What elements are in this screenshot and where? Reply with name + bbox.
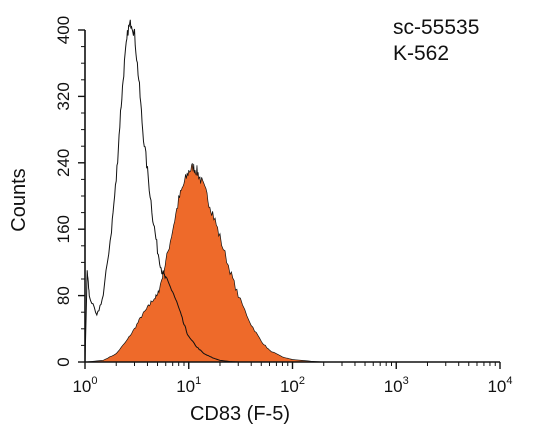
x-tick-label: 104 bbox=[487, 375, 512, 396]
y-axis-title: Counts bbox=[8, 168, 30, 231]
y-tick-label: 400 bbox=[54, 16, 73, 44]
y-tick-label: 80 bbox=[54, 286, 73, 305]
x-tick-label: 103 bbox=[384, 375, 409, 396]
annotation-sample-id: sc-55535 bbox=[393, 16, 479, 39]
y-tick-label: 160 bbox=[54, 215, 73, 243]
ticks-layer: 100 101 102 103 104 0 80 160 240 320 400 bbox=[54, 16, 513, 396]
histogram-outline-series bbox=[84, 19, 239, 363]
series-layer bbox=[84, 19, 324, 363]
y-tick-label: 240 bbox=[54, 149, 73, 177]
x-tick-label: 102 bbox=[280, 375, 305, 396]
x-tick-label: 100 bbox=[72, 375, 97, 396]
histogram-filled-series bbox=[84, 163, 324, 363]
annotation-cell-line: K-562 bbox=[393, 42, 449, 65]
y-tick-label: 320 bbox=[54, 82, 73, 110]
y-tick-label: 0 bbox=[54, 357, 73, 366]
x-axis-title: CD83 (F-5) bbox=[190, 403, 290, 425]
x-tick-label: 101 bbox=[176, 375, 201, 396]
